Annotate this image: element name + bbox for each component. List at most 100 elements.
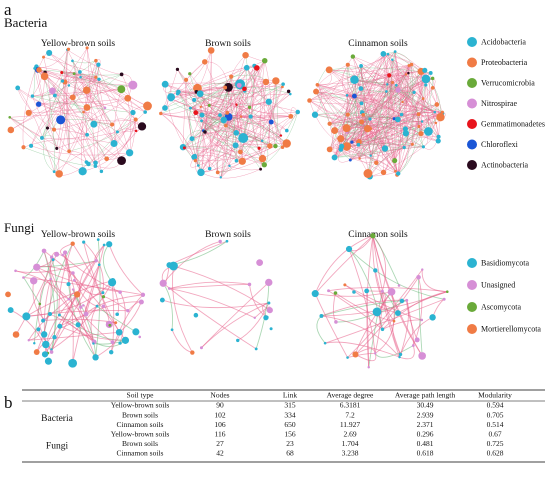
node: [327, 289, 330, 293]
edge: [346, 82, 393, 129]
edge: [54, 88, 122, 96]
edge: [86, 107, 106, 135]
edge: [421, 269, 448, 293]
edge: [51, 282, 113, 350]
edge: [162, 283, 173, 330]
edge: [225, 101, 269, 126]
node: [258, 154, 267, 163]
node: [99, 169, 104, 174]
node: [90, 120, 98, 128]
node: [82, 240, 86, 244]
edge: [314, 64, 349, 115]
node: [399, 112, 404, 117]
edge: [72, 60, 97, 98]
edge: [250, 83, 284, 117]
node: [342, 142, 352, 151]
node: [218, 239, 222, 244]
edge: [61, 72, 134, 113]
edge: [82, 130, 137, 172]
edge: [242, 83, 284, 139]
group-title: Fungi: [4, 220, 35, 235]
node: [72, 72, 76, 76]
node: [35, 101, 42, 107]
node: [207, 166, 212, 171]
node: [97, 263, 101, 267]
edge: [28, 331, 120, 341]
edge: [50, 257, 69, 300]
node: [369, 154, 372, 157]
node: [49, 87, 56, 95]
edge: [197, 87, 291, 117]
node: [380, 51, 387, 57]
edge: [209, 50, 212, 169]
node: [418, 352, 426, 360]
node: [386, 52, 390, 56]
node: [93, 160, 98, 166]
table-cell: Brown soils: [122, 410, 158, 419]
node: [367, 365, 370, 369]
edge: [53, 81, 67, 172]
edge: [72, 60, 97, 64]
edge: [169, 283, 250, 289]
edge: [412, 87, 434, 145]
node: [78, 70, 82, 74]
node: [92, 354, 99, 361]
table-cell: 0.67: [488, 430, 501, 439]
edge: [368, 291, 383, 368]
node: [421, 268, 424, 271]
edge: [404, 126, 421, 148]
node: [235, 103, 238, 106]
node: [128, 80, 138, 90]
edge: [366, 290, 370, 368]
edge: [203, 107, 250, 131]
node: [67, 84, 71, 87]
node: [233, 130, 240, 136]
edge: [255, 282, 270, 350]
panel-label: a: [4, 0, 12, 19]
edge: [317, 84, 360, 159]
node: [364, 288, 370, 294]
column-header: Nodes: [210, 391, 229, 400]
edge: [17, 87, 122, 161]
edge: [384, 51, 396, 92]
node: [125, 149, 134, 157]
edge: [54, 119, 136, 172]
edge: [348, 248, 383, 330]
table-cell: 7.2: [345, 410, 355, 419]
edge: [332, 292, 337, 323]
node: [119, 72, 124, 77]
legend-swatch: [467, 324, 477, 334]
node: [430, 76, 435, 81]
edge: [68, 298, 113, 343]
node: [21, 145, 26, 150]
node: [405, 298, 409, 302]
edge: [9, 117, 87, 163]
table-cell: 0.481: [417, 439, 434, 448]
edge: [328, 287, 448, 293]
legend-label: Chloroflexi: [481, 140, 519, 149]
edge: [114, 89, 122, 161]
edge: [418, 108, 443, 115]
network: [159, 239, 273, 355]
node: [343, 283, 347, 287]
node: [391, 58, 394, 62]
edge: [392, 320, 401, 355]
table-cell: 0.618: [417, 449, 434, 458]
edge: [53, 98, 128, 130]
table-cell: 156: [284, 430, 296, 439]
node: [242, 86, 247, 92]
node: [49, 255, 54, 259]
node: [356, 142, 361, 147]
edge: [37, 303, 52, 353]
table-cell: 334: [284, 410, 296, 419]
network: [5, 238, 146, 368]
edge: [315, 91, 395, 161]
node: [199, 346, 203, 350]
edge: [418, 112, 436, 118]
node: [117, 85, 126, 94]
edge: [236, 60, 265, 133]
node: [22, 312, 31, 321]
edge: [64, 252, 95, 343]
edge: [359, 53, 384, 159]
